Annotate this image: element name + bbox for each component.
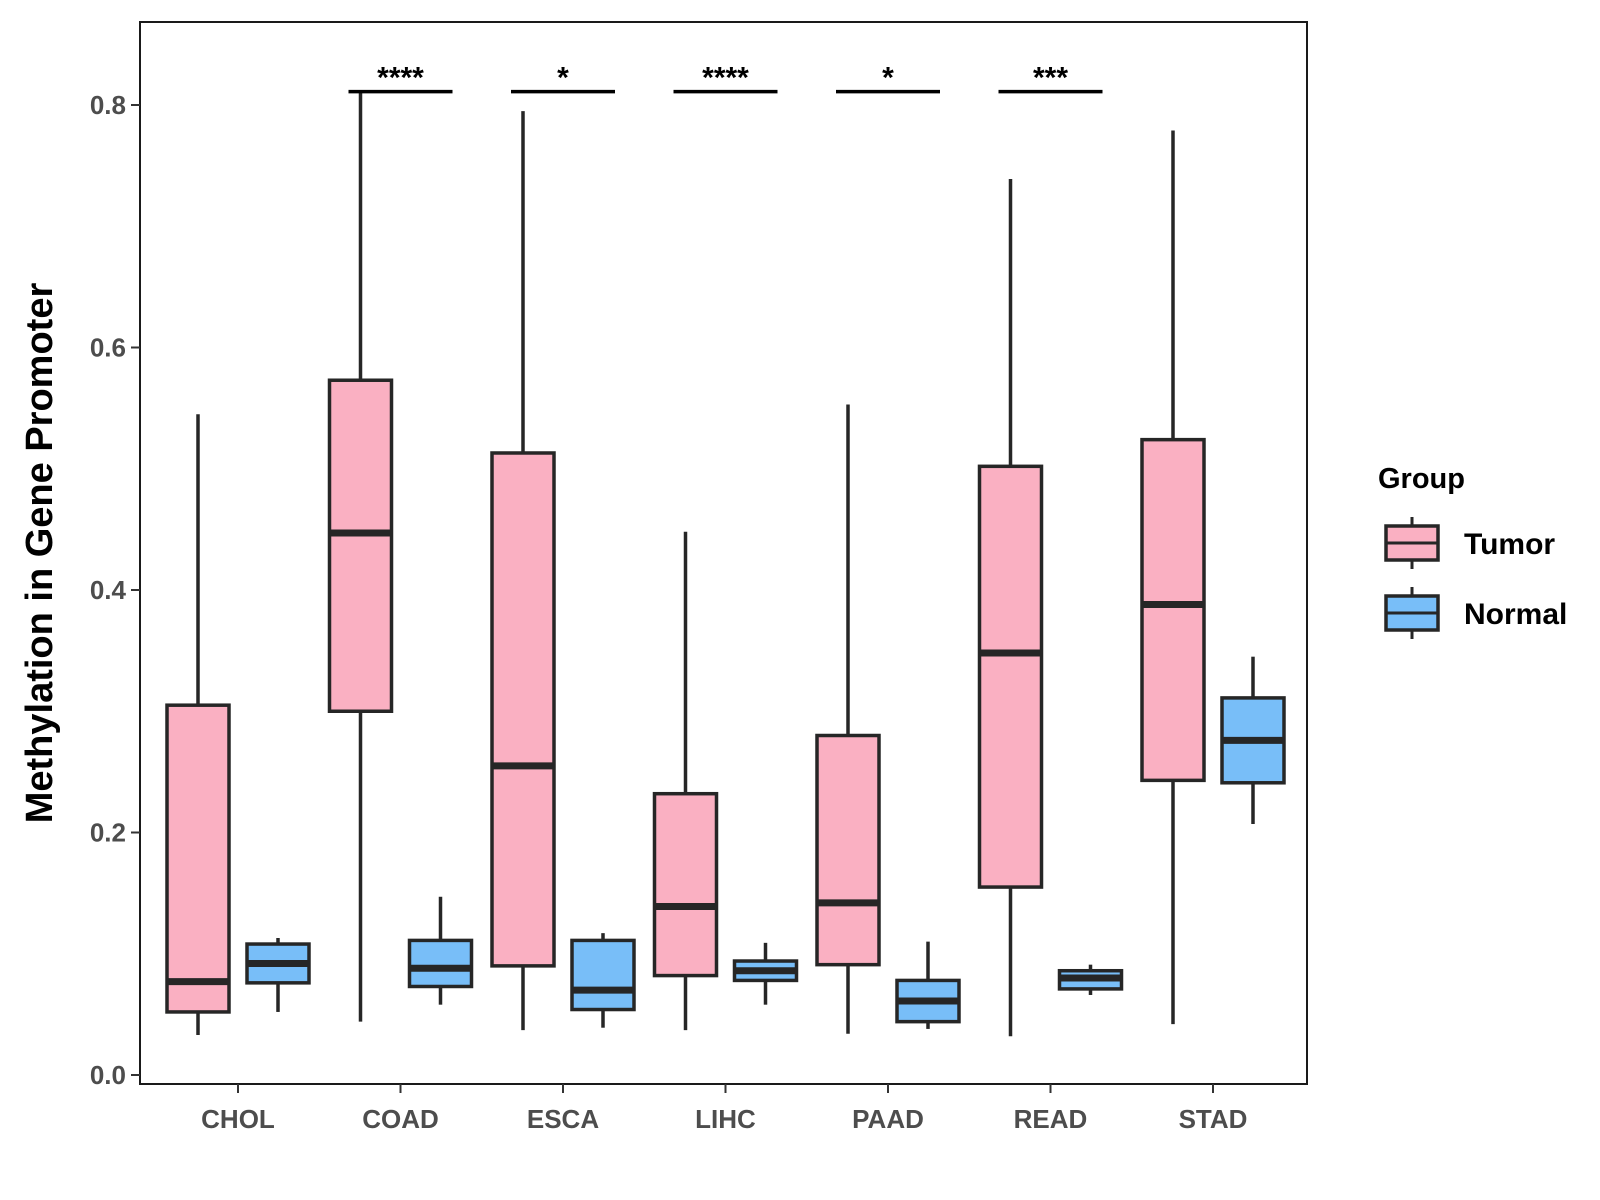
box-body — [490, 451, 556, 968]
legend-title: Group — [1378, 463, 1465, 495]
box-tumor-stad — [1140, 130, 1206, 1025]
series-tumor — [165, 92, 1206, 1037]
y-tick-label: 0.2 — [90, 818, 126, 848]
legend: Group Tumor Normal — [1378, 463, 1567, 639]
x-tick-label: CHOL — [201, 1104, 275, 1134]
x-tick-label: LIHC — [695, 1104, 756, 1134]
box-body — [165, 703, 231, 1014]
significance-annotations: **** * **** * *** — [348, 62, 1103, 95]
significance-label: **** — [377, 62, 424, 95]
box-body — [1140, 437, 1206, 783]
box-normal-chol — [245, 937, 311, 1012]
box-normal-stad — [1220, 656, 1286, 825]
box-body — [815, 733, 881, 967]
box-body — [977, 464, 1044, 889]
box-normal-lihc — [732, 942, 799, 1005]
box-tumor-chol — [165, 414, 231, 1035]
x-tick-label: READ — [1014, 1104, 1088, 1134]
legend-label: Normal — [1464, 598, 1567, 631]
significance-label: * — [882, 62, 894, 95]
box-normal-paad — [895, 941, 961, 1029]
series-normal — [245, 656, 1286, 1029]
x-tick-label: STAD — [1179, 1104, 1248, 1134]
box-normal-coad — [407, 896, 474, 1005]
box-normal-read — [1057, 964, 1124, 995]
x-tick-label: ESCA — [527, 1104, 599, 1134]
box-tumor-esca — [490, 111, 556, 1031]
x-tick-label: PAAD — [852, 1104, 924, 1134]
y-tick-label: 0.4 — [90, 575, 127, 605]
box-body — [570, 938, 636, 1012]
box-body — [327, 378, 394, 713]
box-body — [407, 938, 474, 989]
y-tick-label: 0.6 — [90, 333, 126, 363]
legend-item-tumor: Tumor — [1384, 517, 1555, 569]
legend-label: Tumor — [1464, 528, 1555, 561]
significance-label: **** — [702, 62, 749, 95]
y-tick-label: 0.0 — [90, 1060, 126, 1090]
box-tumor-read — [977, 178, 1044, 1037]
box-tumor-paad — [815, 404, 881, 1034]
significance-label: * — [557, 62, 569, 95]
plot-panel — [139, 21, 1308, 1085]
y-tick-label: 0.8 — [90, 90, 126, 120]
box-body — [652, 791, 719, 978]
x-tick-label: COAD — [362, 1104, 439, 1134]
box-series — [165, 92, 1286, 1037]
y-axis-title: Methylation in Gene Promoter — [19, 283, 61, 824]
box-normal-esca — [570, 933, 636, 1028]
box-tumor-coad — [327, 92, 394, 1022]
y-axis: 0.0 0.2 0.4 0.6 0.8 — [90, 90, 140, 1090]
significance-label: *** — [1033, 62, 1068, 95]
x-axis: CHOL COAD ESCA LIHC PAAD READ STAD — [201, 1084, 1247, 1134]
box-tumor-lihc — [652, 531, 719, 1031]
legend-item-normal: Normal — [1384, 587, 1567, 639]
